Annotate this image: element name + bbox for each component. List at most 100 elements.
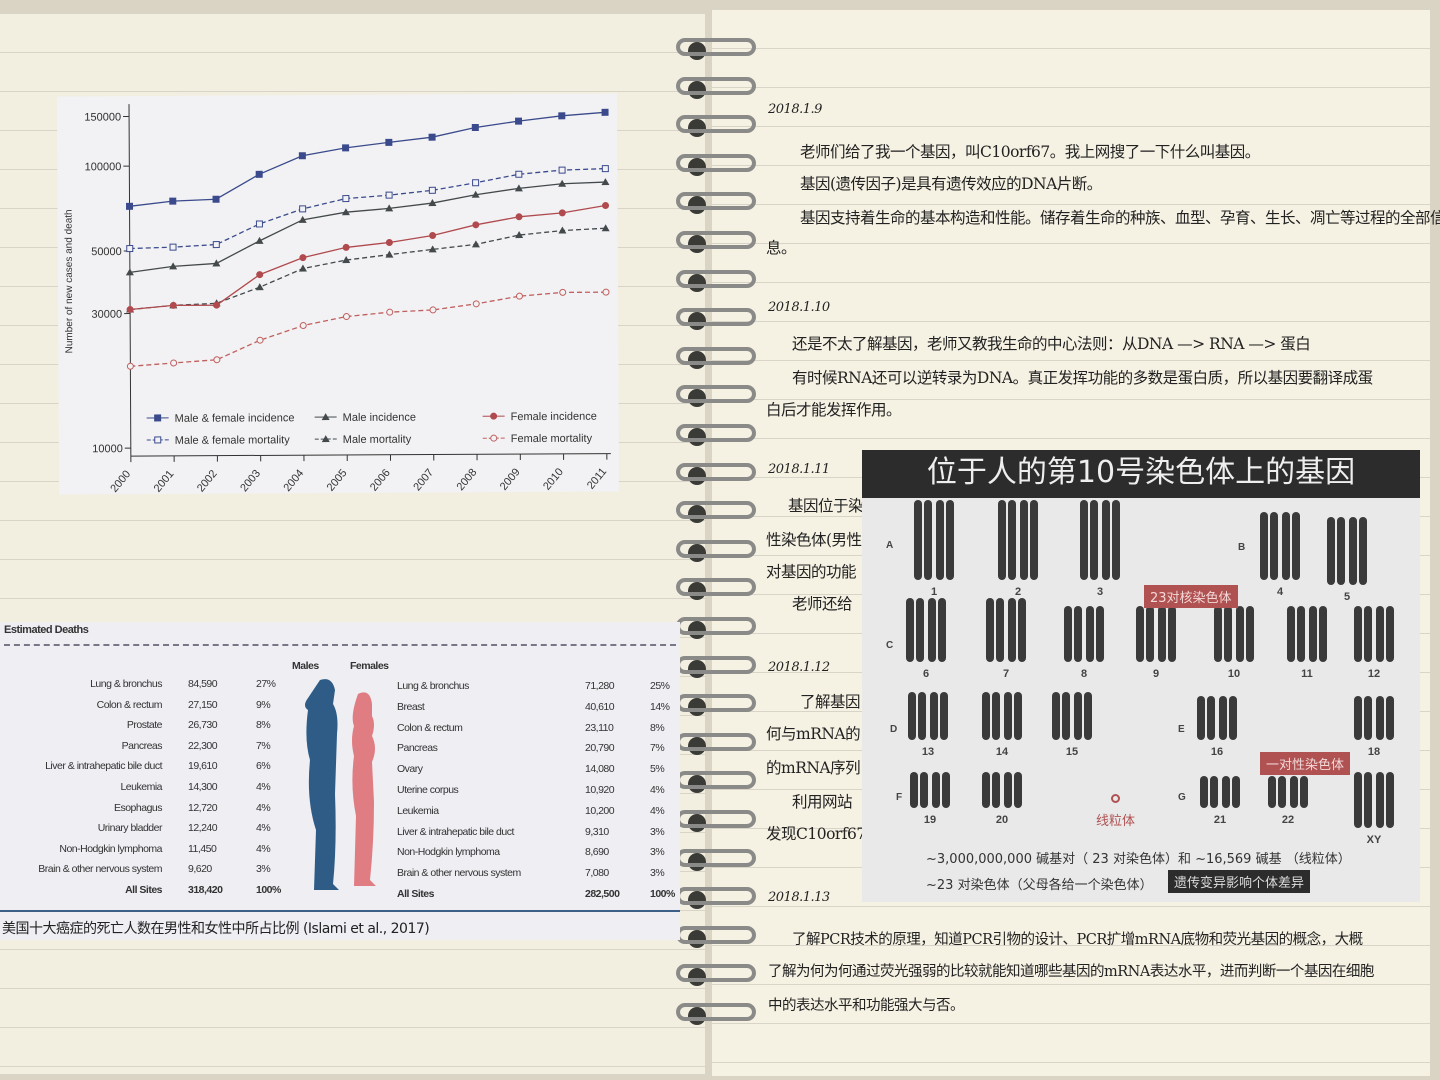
x-tick-label: 2007 [411, 467, 436, 494]
mitochondria-label: 线粒体 [1096, 814, 1136, 829]
chromosome-glyph [1008, 500, 1016, 580]
spiral-ring [676, 964, 756, 983]
chromosome-glyph [1102, 500, 1110, 580]
note-line: 了解基因 [800, 693, 861, 711]
chromosome-glyph [906, 598, 914, 662]
chromosome-number: 12 [1367, 668, 1381, 680]
series-line [126, 202, 610, 314]
chromosome-number: 15 [1065, 746, 1079, 758]
chromosome-number: XY [1366, 834, 1382, 846]
chromosome-glyph [1278, 776, 1286, 808]
chromosome-pair [1350, 772, 1398, 828]
female-percent: 7% [650, 742, 665, 755]
chromosome-pair [1283, 606, 1331, 662]
spiral-ring [676, 424, 756, 442]
female-death-count: 8,690 [585, 846, 609, 859]
data-point [490, 412, 498, 420]
note-line: 对基因的功能 [766, 563, 857, 581]
data-point [126, 245, 134, 253]
male-cancer-site: Leukemia [120, 781, 162, 793]
y-axis [128, 104, 132, 457]
series-path [130, 291, 606, 367]
chromosome-glyph [916, 598, 924, 662]
spiral-ring [676, 501, 756, 520]
spiral-ring [676, 385, 756, 404]
spiral-ring [676, 153, 756, 172]
chromosome-glyph [1297, 606, 1305, 662]
data-point [342, 313, 350, 321]
data-point [154, 414, 162, 422]
x-tick-label: 2006 [368, 467, 393, 494]
note-date: 2018.1.10 [768, 300, 830, 315]
x-tick-label: 2011 [585, 466, 609, 492]
spiral-ring [676, 192, 756, 211]
male-percent: 7% [256, 739, 271, 752]
legend-item: Female incidence [482, 411, 597, 423]
chromosome-glyph [1030, 500, 1038, 580]
table-caption: 美国十大癌症的死亡人数在男性和女性中所占比例 (Islami et al., 2… [2, 921, 430, 937]
female-percent: 4% [650, 784, 665, 796]
chromosome-glyph [1084, 692, 1092, 740]
chromosome-pair [978, 692, 1026, 740]
note-date: 2018.1.13 [768, 890, 830, 905]
note-line: 何与mRNA的 [766, 725, 861, 743]
data-point [558, 112, 566, 120]
divider [4, 644, 676, 646]
data-point [256, 271, 264, 279]
female-death-count: 10,920 [585, 784, 615, 796]
chromosome-glyph [1014, 772, 1022, 808]
data-point [428, 186, 436, 194]
note-line: 基因位于染 [788, 497, 864, 515]
female-death-count: 20,790 [585, 742, 615, 755]
y-tick-label: 150000 [84, 111, 121, 123]
chromosome-glyph [1004, 692, 1012, 740]
chromosome-glyph [1158, 606, 1166, 662]
spiral-ring [676, 887, 756, 906]
chromosome-glyph [1292, 512, 1300, 580]
estimated-deaths-table: Estimated Deaths Males Females Lung & br… [0, 622, 680, 940]
note-line: 性染色体(男性 [766, 531, 862, 549]
chromosome-glyph [1246, 606, 1254, 662]
chromosome-pair [910, 500, 958, 580]
data-point [429, 306, 437, 314]
chromosome-number: 11 [1301, 668, 1313, 680]
female-death-count: 282,500 [585, 888, 620, 900]
spiral-ring [676, 810, 756, 828]
chromosome-glyph [1386, 696, 1394, 740]
male-death-count: 14,300 [188, 781, 218, 793]
male-death-count: 11,450 [188, 842, 217, 855]
chromosome-number: 22 [1281, 814, 1295, 826]
note-line: 老师还给 [792, 595, 853, 613]
chromosome-glyph [986, 598, 994, 662]
chromosome-number: 5 [1343, 591, 1351, 603]
line-chart: 150000 100000 50000 30000 10000 2000 2001 2002 2… [64, 104, 611, 495]
note-line: 的mRNA序列 [766, 759, 861, 777]
chromosome-glyph [1232, 776, 1240, 808]
data-point [472, 179, 480, 187]
chromosome-glyph [918, 692, 926, 740]
spiral-ring [676, 231, 756, 249]
male-death-count: 9,620 [188, 863, 212, 876]
males-label: Males [292, 660, 319, 672]
data-point [471, 240, 480, 248]
spiral-ring [676, 115, 756, 134]
y-tick-label: 100000 [85, 161, 122, 173]
chromosome-pair [1350, 606, 1398, 662]
female-percent: 25% [650, 680, 670, 692]
series-path [130, 204, 606, 311]
female-percent: 3% [650, 825, 665, 838]
table-heading: Estimated Deaths [4, 624, 89, 636]
spiral-ring [676, 617, 756, 635]
male-percent: 3% [256, 863, 271, 876]
chromosome-glyph [1224, 606, 1232, 662]
chromosome-glyph [1364, 606, 1372, 662]
female-cancer-site: Colon & rectum [397, 721, 463, 734]
data-point [490, 434, 498, 442]
data-point [212, 195, 220, 203]
chromosome-glyph [1319, 606, 1327, 662]
chromosome-number: 8 [1080, 668, 1088, 680]
chromosome-glyph [1018, 598, 1026, 662]
chromosome-pair [1264, 776, 1312, 808]
data-point [472, 221, 480, 229]
data-point [299, 322, 307, 330]
